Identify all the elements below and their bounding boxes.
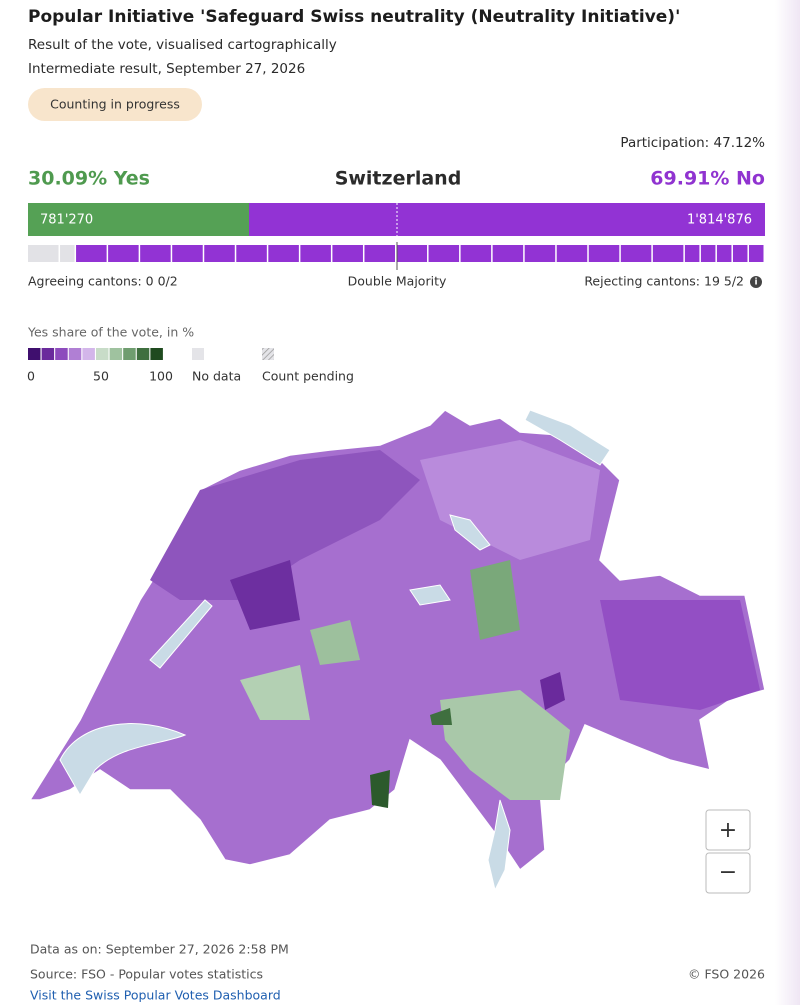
canton-segment [204, 245, 235, 262]
region-shade [150, 450, 420, 600]
rejecting-cantons: Rejecting cantons: 19 5/2 [584, 274, 744, 289]
canton-segment [332, 245, 363, 262]
dashboard-link[interactable]: Visit the Swiss Popular Votes Dashboard [30, 988, 281, 1003]
no-bar [249, 203, 765, 236]
zoom-out[interactable]: − [719, 860, 737, 885]
legend-swatch [109, 348, 123, 360]
canton-segment [108, 245, 139, 262]
lake-constance [524, 409, 611, 466]
legend-swatch [28, 348, 41, 360]
lake-geneva [59, 723, 187, 796]
canton-segment [556, 245, 588, 262]
no-data-label: No data [192, 369, 241, 384]
legend-swatch [68, 348, 82, 360]
canton-segment [236, 245, 267, 262]
yes-votes: 781'270 [40, 213, 93, 228]
copyright: © FSO 2026 [688, 967, 765, 982]
double-majority: Double Majority [348, 274, 447, 289]
legend-swatch [150, 348, 163, 360]
subtitle: Result of the vote, visualised cartograp… [28, 37, 337, 53]
canton-segment [60, 245, 75, 262]
badge-bg [28, 88, 202, 121]
canton-segment [684, 245, 700, 262]
canton-segment [428, 245, 460, 262]
pending-swatch [262, 348, 274, 360]
legend-swatch [123, 348, 136, 360]
canton-segment [364, 245, 395, 262]
lake-lucerne [409, 584, 451, 606]
edge-shade [775, 0, 800, 1005]
lake-zurich [449, 514, 491, 551]
canton-segment [76, 245, 107, 262]
canton-segment [28, 245, 59, 262]
region-shade [470, 560, 520, 640]
scale-label: 50 [93, 369, 109, 384]
agreeing-cantons: Agreeing cantons: 0 0/2 [28, 274, 178, 289]
status-line: Intermediate result, September 27, 2026 [28, 61, 305, 77]
region-shade [540, 672, 565, 710]
zoom-out-button[interactable] [705, 852, 751, 894]
zoom-in-button[interactable] [705, 809, 751, 851]
region-shade [240, 665, 310, 720]
lake-neuchatel [149, 599, 213, 669]
canton-segment [492, 245, 524, 262]
yes-bar [28, 203, 249, 236]
region-shade [440, 690, 570, 800]
scale-label: 0 [27, 369, 35, 384]
info-icon-bg[interactable] [750, 276, 762, 288]
legend-swatch [96, 348, 109, 360]
info-icon[interactable]: i [754, 278, 757, 288]
no-share: 69.91% No [650, 168, 765, 190]
canton-segment [652, 245, 684, 262]
data-as-of: Data as on: September 27, 2026 2:58 PM [30, 942, 289, 957]
region-shade [230, 560, 300, 630]
lake-maggiore [487, 799, 511, 892]
canton-segment [620, 245, 652, 262]
no-data-swatch [192, 348, 204, 360]
legend-swatches [28, 348, 163, 360]
region-shade [370, 770, 390, 808]
canton-segment [716, 245, 732, 262]
region: Switzerland [335, 168, 462, 190]
canton-segment [300, 245, 331, 262]
canton-strip [28, 245, 764, 262]
canton-segment [588, 245, 620, 262]
legend-swatch [55, 348, 68, 360]
zoom-in[interactable]: + [719, 818, 737, 843]
region-shade [600, 600, 760, 710]
canton-segment [700, 245, 716, 262]
participation: Participation: 47.12% [620, 135, 765, 151]
no-votes: 1'814'876 [687, 213, 752, 228]
source: Source: FSO - Popular votes statistics [30, 967, 263, 982]
canton-segment [396, 245, 428, 262]
scale-label: 100 [149, 369, 173, 384]
legend-swatch [136, 348, 150, 360]
canton-segment [460, 245, 492, 262]
canton-segment [732, 245, 748, 262]
legend-title: Yes share of the vote, in % [27, 325, 194, 340]
title: Popular Initiative 'Safeguard Swiss neut… [28, 7, 680, 27]
canton-segment [172, 245, 203, 262]
legend-swatch [82, 348, 95, 360]
canton-segment [524, 245, 556, 262]
yes-share: 30.09% Yes [28, 168, 150, 190]
region-shade [430, 708, 452, 725]
map [28, 409, 766, 892]
canton-segment [748, 245, 764, 262]
pending-label: Count pending [262, 369, 354, 384]
canton-segment [268, 245, 299, 262]
canton-segment [140, 245, 171, 262]
badge: Counting in progress [50, 97, 180, 112]
region-shade [310, 620, 360, 665]
legend-swatch [41, 348, 55, 360]
